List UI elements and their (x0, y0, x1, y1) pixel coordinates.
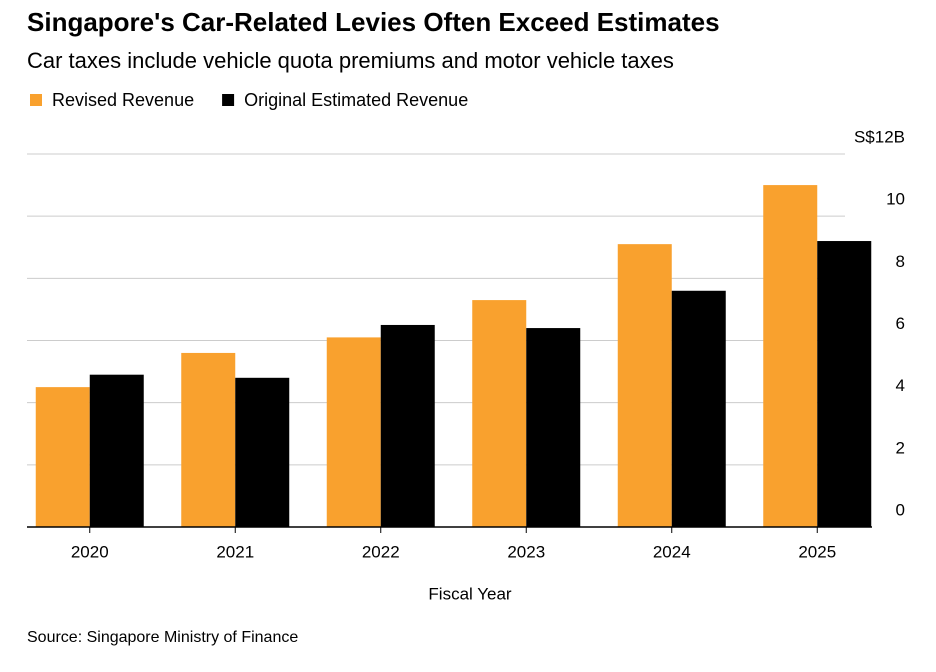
bar (526, 328, 581, 527)
legend-label: Original Estimated Revenue (244, 90, 468, 110)
legend-label: Revised Revenue (52, 90, 194, 110)
x-tick-label: 2021 (216, 542, 254, 561)
bar (181, 352, 236, 527)
bar (326, 337, 381, 527)
source: Source: Singapore Ministry of Finance (27, 629, 298, 646)
bar (235, 377, 290, 527)
y-tick-label: 10 (886, 190, 905, 209)
bar (89, 374, 144, 527)
x-axis-label: Fiscal Year (428, 584, 511, 603)
y-tick-label: 6 (896, 314, 905, 333)
x-tick-label: 2025 (798, 542, 836, 561)
bar (617, 244, 672, 527)
y-tick-label: 0 (896, 500, 905, 519)
y-tick-label: S$12B (854, 127, 905, 146)
bar (35, 387, 90, 527)
y-tick-label: 4 (896, 376, 905, 395)
y-tick-label: 2 (896, 438, 905, 457)
bar (472, 300, 527, 527)
chart-title: Singapore's Car-Related Levies Often Exc… (27, 7, 720, 37)
bar (671, 290, 726, 527)
legend-swatch (222, 94, 235, 106)
x-tick-label: 2024 (653, 542, 691, 561)
chart-subtitle: Car taxes include vehicle quota premiums… (27, 48, 674, 73)
x-tick-label: 2022 (362, 542, 400, 561)
y-tick-label: 8 (896, 252, 905, 271)
bar (817, 241, 872, 528)
bar (763, 185, 818, 528)
legend-swatch (30, 94, 42, 106)
bar (380, 324, 435, 527)
x-tick-label: 2020 (71, 542, 109, 561)
x-tick-label: 2023 (507, 542, 545, 561)
